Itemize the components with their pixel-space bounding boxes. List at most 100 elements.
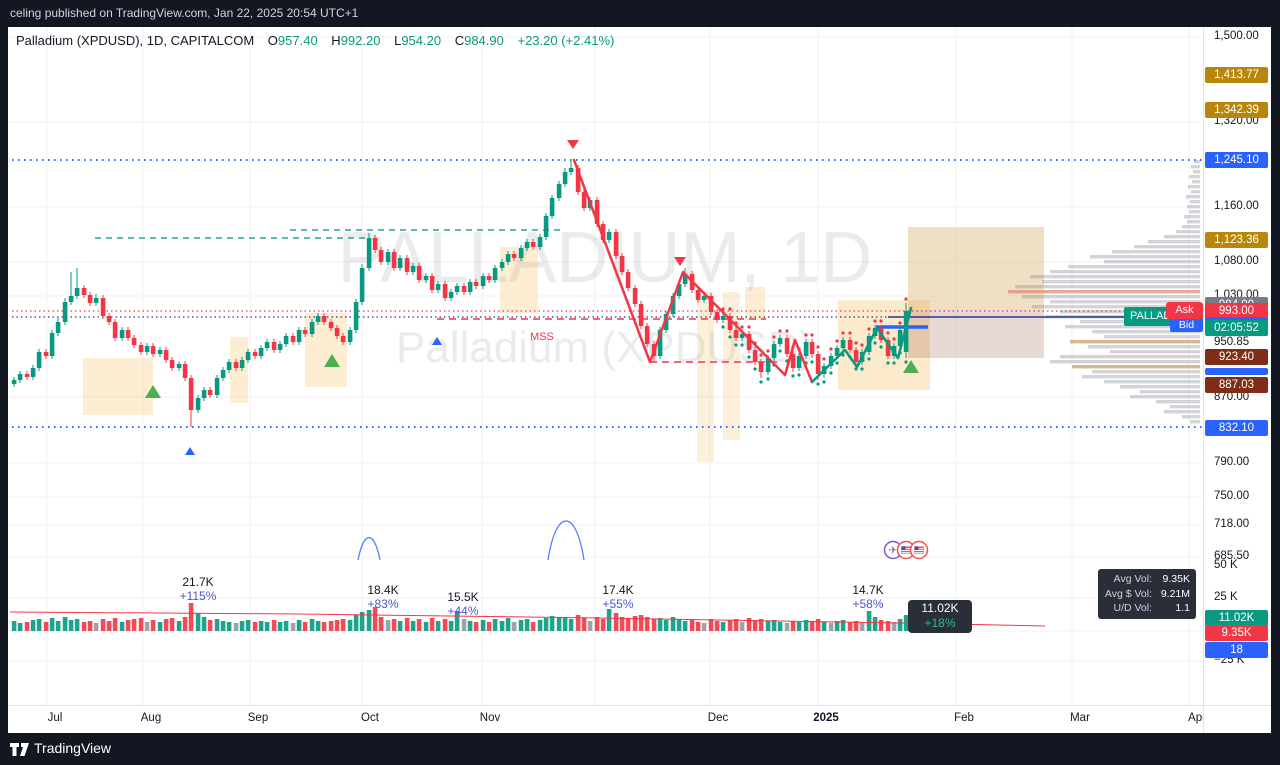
candle-body [847, 340, 853, 350]
volume-bar [201, 617, 207, 631]
candle-body [568, 168, 574, 172]
candle-body [366, 238, 372, 268]
candle-body [252, 352, 258, 356]
volume-profile-bar [1015, 285, 1200, 289]
tradingview-logo-icon[interactable] [10, 741, 30, 759]
zone-box [230, 337, 248, 403]
volume-bar [410, 621, 416, 631]
volume-bar [467, 621, 473, 631]
swing-high-dot [898, 321, 902, 325]
price-badge: 9.35K [1205, 625, 1268, 641]
volume-bar [885, 621, 891, 631]
open-letter: O [267, 33, 278, 48]
sell-signal-triangle [674, 257, 686, 266]
candle-body [644, 326, 650, 344]
ud-vol-label: U/D Vol: [1113, 602, 1152, 614]
swing-low-dot [759, 380, 763, 384]
candle-body [435, 284, 441, 290]
candle-body [404, 258, 410, 272]
volume-spike-percent: +83% [367, 597, 399, 611]
candle-body [416, 266, 422, 280]
candle-body [169, 360, 175, 368]
candle-body [55, 322, 61, 333]
volume-profile-bar [1148, 240, 1200, 244]
swing-low-dot [766, 377, 770, 381]
symbol-legend[interactable]: Palladium (XPDUSD), 1D, CAPITALCOM O957.… [16, 33, 614, 48]
swing-low-dot [728, 335, 732, 339]
tooltip-volume: 11.02K [921, 601, 959, 615]
avg-dollar-vol-value: 9.21M [1160, 587, 1190, 600]
volume-bar [334, 620, 340, 631]
buy-signal-triangle [324, 354, 340, 367]
candle-body [201, 390, 207, 398]
candle-body [670, 296, 676, 314]
volume-profile-bar [1170, 405, 1200, 409]
volume-profile-bar [1140, 390, 1200, 394]
price-badge: 923.40 [1205, 349, 1268, 365]
volume-bar [207, 620, 213, 631]
candle-body [765, 358, 771, 372]
volume-bar [891, 622, 897, 631]
volume-bar [309, 619, 315, 631]
ask-badge: Ask [1166, 302, 1203, 319]
candle-body [708, 296, 714, 312]
zone-box [697, 292, 714, 462]
volume-bar [708, 619, 714, 631]
volume-bar [670, 617, 676, 631]
volume-bar [87, 621, 93, 631]
volume-bar [537, 620, 543, 631]
candle-body [309, 322, 315, 334]
flag-stripe [905, 548, 911, 550]
volume-bar [17, 623, 23, 631]
time-axis-label: Dec [707, 712, 729, 724]
price-badge: 832.10 [1205, 420, 1268, 436]
candle-body [163, 350, 169, 360]
volume-bar [112, 618, 118, 631]
left-edge-strip [0, 27, 8, 733]
volume-bar [315, 621, 321, 631]
swing-low-dot [734, 343, 738, 347]
volume-profile-bar [1050, 360, 1200, 364]
volume-bar [746, 618, 752, 631]
volume-bar [226, 622, 232, 631]
volume-bar [239, 621, 245, 631]
axis-corner[interactable] [1203, 705, 1271, 734]
swing-high-dot [728, 307, 732, 311]
volume-bar [423, 622, 429, 631]
volume-bar [359, 612, 365, 631]
time-axis[interactable]: Jul Aug Sep Oct Nov Dec 2025 Feb Mar Apr [8, 705, 1206, 734]
swing-low-dot [810, 360, 814, 364]
volume-bar [790, 621, 796, 631]
candle-body [11, 380, 17, 384]
candle-body [461, 286, 467, 292]
candle-body [467, 282, 473, 292]
volume-bar [492, 619, 498, 631]
swing-high-dot [747, 325, 751, 329]
candle-body [277, 344, 283, 350]
candle-body [100, 298, 106, 316]
candle-body [423, 276, 429, 280]
price-badge [1205, 367, 1268, 375]
candle-body [840, 340, 846, 348]
candle-body [758, 362, 764, 372]
volume-bar [796, 622, 802, 631]
buy-signal-triangle [903, 360, 919, 373]
high-letter: H [331, 33, 341, 48]
symbol-title[interactable]: Palladium (XPDUSD), 1D, CAPITALCOM [16, 33, 255, 48]
volume-bar [435, 621, 441, 631]
volume-profile-bar [1088, 345, 1200, 349]
volume-bar [340, 619, 346, 631]
candle-body [828, 356, 834, 366]
time-axis-label: Feb [954, 712, 974, 724]
volume-bar [657, 618, 663, 631]
volume-bar [803, 620, 809, 631]
volume-profile-bar [1192, 180, 1200, 184]
volume-bar [404, 618, 410, 631]
price-axis[interactable]: 1,500.00 1,320.00 1,160.00 1,080.00 1,030.00… [1203, 27, 1271, 705]
volume-bar [378, 617, 384, 631]
tradingview-wordmark[interactable]: TradingView [34, 740, 112, 756]
volume-bar [220, 621, 226, 631]
volume-profile-bar [1050, 270, 1200, 274]
candle-body [897, 330, 903, 346]
